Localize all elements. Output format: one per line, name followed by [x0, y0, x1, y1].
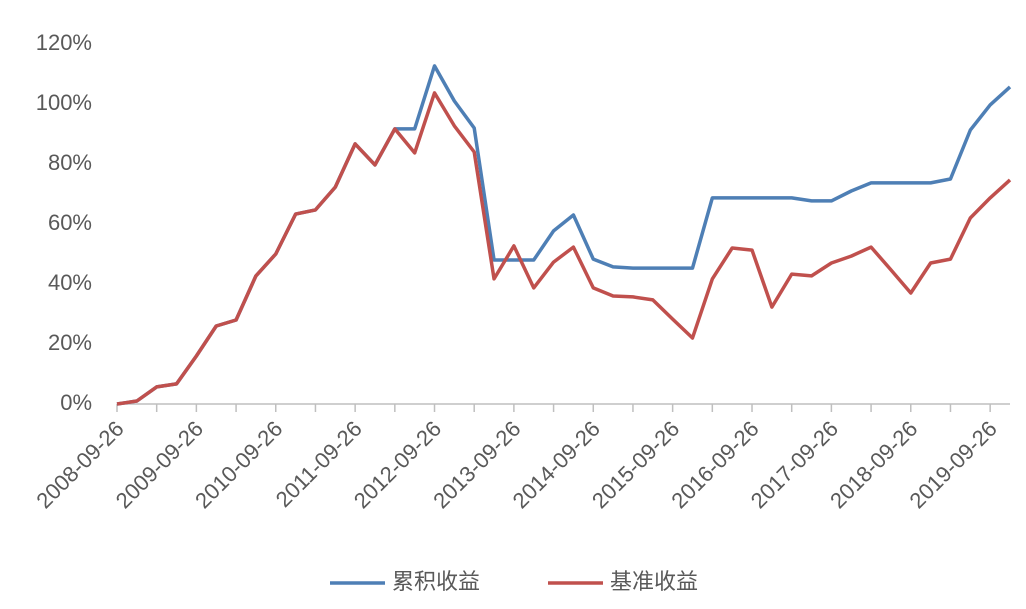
- legend-label: 基准收益: [610, 569, 698, 594]
- legend-label: 累积收益: [392, 569, 480, 594]
- y-tick-label: 0%: [60, 390, 92, 415]
- y-tick-label: 20%: [48, 330, 92, 355]
- series-line: [116, 91, 1012, 406]
- y-tick-label: 40%: [48, 270, 92, 295]
- y-tick-label: 80%: [48, 150, 92, 175]
- y-tick-label: 100%: [36, 90, 92, 115]
- y-tick-label: 120%: [36, 30, 92, 55]
- series-line: [116, 64, 1012, 406]
- y-tick-label: 60%: [48, 210, 92, 235]
